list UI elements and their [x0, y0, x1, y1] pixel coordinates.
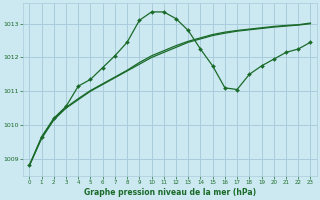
X-axis label: Graphe pression niveau de la mer (hPa): Graphe pression niveau de la mer (hPa): [84, 188, 256, 197]
